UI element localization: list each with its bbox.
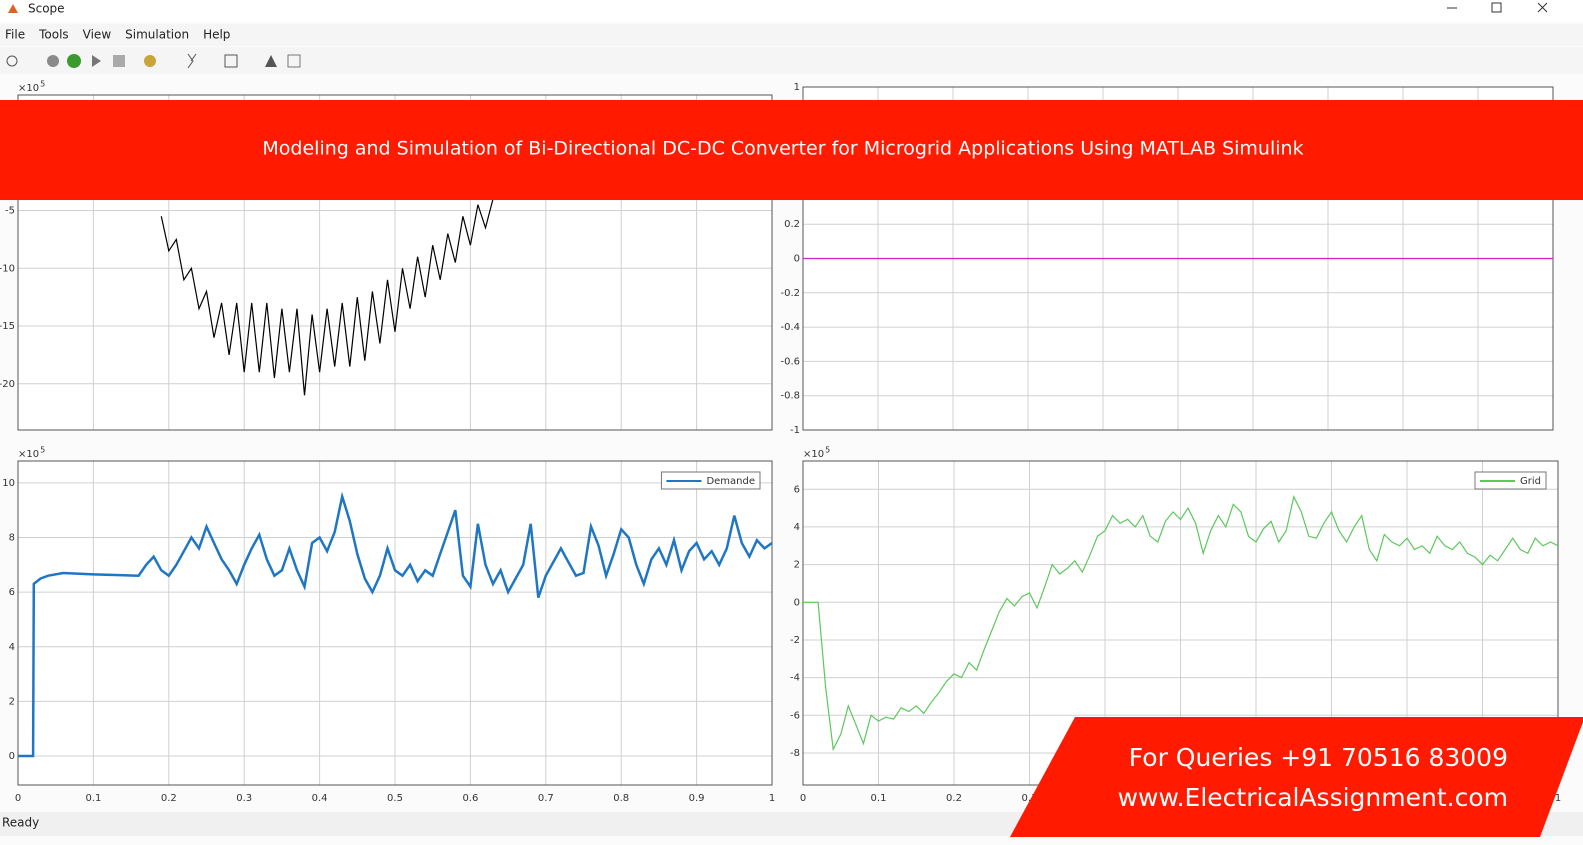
step-forward-button[interactable] [92,55,101,67]
y-tick-label: -5 [5,206,15,217]
exponent-power: 5 [40,80,45,89]
legend: Grid [1474,471,1547,490]
exponent-label: ×10 [803,449,824,460]
exponent-power: 5 [40,446,45,455]
y-tick-label: -2 [790,635,800,646]
menu-bar [0,24,1583,46]
series-line [803,495,1559,752]
stop-button[interactable] [113,55,125,67]
legend-label: Grid [1520,476,1541,487]
x-tick-label: 0.3 [236,793,252,804]
y-tick-label: -6 [790,710,800,721]
app-icon [8,4,18,13]
x-tick-label: 0.9 [689,793,705,804]
y-tick-label: -0.8 [780,391,800,402]
x-tick-label: 0.4 [312,793,328,804]
x-tick-label: 0 [15,793,21,804]
y-tick-label: 1 [794,82,800,93]
y-tick-label: -10 [0,263,15,274]
x-tick-label: 0.3 [1022,793,1038,804]
x-tick-label: 0.7 [538,793,554,804]
y-tick-label: -20 [0,379,15,390]
x-tick-label: 1 [1555,793,1561,804]
window-title: Scope [28,2,65,16]
highlight-button[interactable] [144,55,156,67]
x-tick-label: 0.1 [871,793,887,804]
x-tick-label: 0.2 [946,793,962,804]
x-tick-label: 1 [769,793,775,804]
banner [0,100,1583,200]
y-tick-label: -15 [0,321,15,332]
settings-button[interactable] [6,55,18,67]
series-line [160,198,494,396]
axes-frame [17,94,773,431]
maximize-button[interactable] [1491,2,1502,13]
toolbar-icons [6,53,301,69]
y-tick-label: -8 [790,748,800,759]
y-tick-label: 6 [794,484,800,495]
title-bar [0,0,1583,22]
y-tick-label: 2 [9,696,15,707]
menu-item[interactable]: View [83,28,112,42]
style-button[interactable] [287,54,301,68]
toolbar [0,47,1583,74]
x-tick-label: 0.5 [387,793,403,804]
menu-item[interactable]: Tools [38,28,69,42]
exponent-power: 5 [825,446,830,455]
exponent-label: ×10 [18,83,39,94]
y-tick-label: 6 [9,587,15,598]
x-tick-label: 0.8 [613,793,629,804]
y-tick-label: 10 [2,478,15,489]
y-tick-label: 8 [9,532,15,543]
y-tick-label: -0.4 [780,322,800,333]
y-tick-label: 0 [9,751,15,762]
y-tick-label: 0 [794,254,800,265]
legend: Demande [660,471,761,490]
exponent-label: ×10 [18,449,39,460]
y-tick-label: 0.2 [784,219,800,230]
series-line [18,491,773,758]
y-tick-label: -0.6 [780,356,800,367]
axes-frame [17,460,773,786]
banner-text: Modeling and Simulation of Bi-Directiona… [262,138,1303,160]
scale-button[interactable] [265,55,277,67]
run-button[interactable] [67,54,81,68]
x-tick-label: 0.1 [85,793,101,804]
legend-box [660,471,761,490]
status-text: Ready [2,816,39,830]
menu-item[interactable]: Simulation [125,28,189,42]
step-back-button[interactable] [47,55,59,67]
y-tick-label: 2 [794,560,800,571]
zoom-button[interactable] [224,54,238,68]
menu-item[interactable]: Help [203,28,230,42]
y-tick-label: -1 [790,425,800,436]
menu-item[interactable]: File [5,28,25,42]
contact-badge [1010,717,1583,837]
y-tick-label: 4 [9,642,15,653]
y-tick-label: 0 [794,597,800,608]
y-tick-label: -4 [790,673,800,684]
y-tick-label: -0.2 [780,288,800,299]
legend-label: Demande [706,476,755,487]
x-tick-label: 0.2 [161,793,177,804]
contact-phone: For Queries +91 70516 83009 [1129,743,1508,772]
x-tick-label: 0.6 [462,793,478,804]
close-button[interactable] [1537,2,1548,13]
y-tick-label: 4 [794,522,800,533]
x-tick-label: 0 [800,793,806,804]
contact-website: www.ElectricalAssignment.com [1118,783,1508,812]
cursor-button[interactable] [187,53,197,69]
